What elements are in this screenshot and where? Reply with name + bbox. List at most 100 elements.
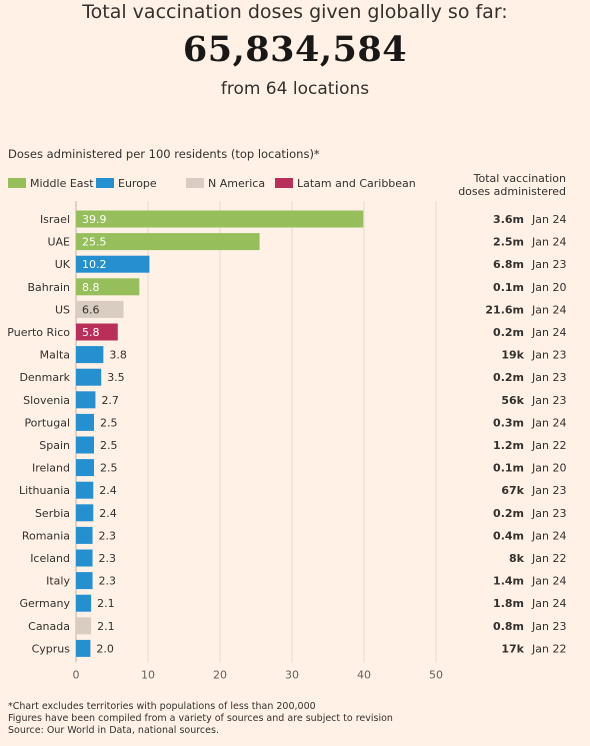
bar — [76, 436, 94, 454]
bar-value-label: 2.3 — [99, 529, 117, 542]
date-value: Jan 24 — [531, 529, 566, 542]
date-value: Jan 24 — [531, 597, 566, 610]
date-value: Jan 22 — [531, 439, 566, 452]
bar-value-label: 2.7 — [101, 394, 119, 407]
legend-swatch-n-america — [186, 178, 204, 188]
total-doses-value: 0.8m — [493, 620, 524, 633]
total-doses-value: 0.4m — [493, 529, 524, 542]
locations-count: from 64 locations — [220, 79, 370, 99]
bar — [76, 481, 94, 499]
bar-value-label: 3.5 — [107, 371, 125, 384]
location-label: Slovenia — [23, 394, 70, 407]
legend-label: Middle East — [30, 177, 94, 190]
bar-value-label: 6.6 — [82, 303, 100, 316]
bar-value-label: 2.1 — [97, 620, 115, 633]
bar — [76, 504, 94, 522]
footnote-exclusion: *Chart excludes territories with populat… — [8, 701, 316, 712]
bar — [76, 391, 96, 409]
bar-value-label: 2.0 — [96, 642, 114, 655]
location-label: Portugal — [24, 416, 70, 429]
bar-value-label: 2.3 — [99, 552, 117, 565]
location-label: Israel — [40, 213, 70, 226]
legend-swatch-europe — [96, 178, 114, 188]
total-doses-value: 1.4m — [493, 575, 524, 588]
date-value: Jan 24 — [531, 213, 566, 226]
bar-value-label: 2.4 — [99, 484, 117, 497]
bar-value-label: 5.8 — [82, 326, 100, 339]
bar-value-label: 10.2 — [82, 258, 107, 271]
date-value: Jan 22 — [531, 552, 566, 565]
bar-value-label: 3.8 — [109, 349, 127, 362]
x-tick-label: 20 — [213, 668, 227, 681]
bar-chart: 0 10 20 30 40 50 Israel 39.9 3.6m Jan 24 UAE 25.5 2.… — [7, 201, 566, 681]
bar-value-label: 2.1 — [97, 597, 115, 610]
location-label: Serbia — [35, 507, 70, 520]
location-label: Canada — [28, 620, 70, 633]
chart-subtitle: Doses administered per 100 residents (to… — [8, 147, 320, 161]
footnote-source: Source: Our World in Data, national sour… — [8, 725, 219, 736]
date-value: Jan 24 — [531, 416, 566, 429]
bar — [76, 346, 104, 364]
total-doses-value: 67k — [501, 484, 524, 497]
location-label: Lithuania — [19, 484, 70, 497]
bar-value-label: 2.5 — [100, 462, 118, 475]
bar — [76, 210, 364, 228]
date-value: Jan 20 — [531, 462, 566, 475]
bar — [76, 323, 118, 341]
total-doses-value: 21.6m — [485, 303, 524, 316]
location-label: Iceland — [30, 552, 70, 565]
column-header-line-2: doses administered — [458, 185, 566, 198]
bar — [76, 413, 94, 431]
location-label: Romania — [22, 529, 70, 542]
total-doses-value: 1.2m — [493, 439, 524, 452]
bar — [76, 639, 91, 657]
bar-value-label: 2.4 — [99, 507, 117, 520]
date-value: Jan 22 — [531, 642, 566, 655]
location-label: US — [55, 303, 70, 316]
bar-value-label: 2.3 — [99, 575, 117, 588]
bar-value-label: 2.5 — [100, 439, 118, 452]
total-doses-value: 3.6m — [493, 213, 524, 226]
date-value: Jan 24 — [531, 575, 566, 588]
date-value: Jan 24 — [531, 236, 566, 249]
date-value: Jan 23 — [531, 484, 566, 497]
date-value: Jan 23 — [531, 258, 566, 271]
location-label: Malta — [40, 349, 70, 362]
location-label: Italy — [46, 575, 70, 588]
total-doses-value: 19k — [501, 349, 524, 362]
column-header-line-1: Total vaccination — [473, 172, 566, 185]
location-label: Ireland — [32, 462, 70, 475]
total-doses-value: 17k — [501, 642, 524, 655]
bar — [76, 572, 93, 590]
total-doses-value: 0.2m — [493, 507, 524, 520]
bar — [76, 368, 102, 386]
bar — [76, 617, 92, 635]
legend-item-europe: Europe — [96, 177, 157, 191]
location-label: Germany — [19, 597, 70, 610]
bar-value-label: 2.5 — [100, 416, 118, 429]
date-value: Jan 20 — [531, 281, 566, 294]
location-label: Bahrain — [27, 281, 70, 294]
total-doses-value: 0.2m — [493, 326, 524, 339]
location-label: Puerto Rico — [7, 326, 70, 339]
total-doses: 65,834,584 — [182, 29, 408, 70]
location-label: Cyprus — [32, 642, 71, 655]
bar-value-label: 25.5 — [82, 236, 107, 249]
footnotes: *Chart excludes territories with populat… — [8, 701, 393, 737]
bar-value-label: 39.9 — [82, 213, 107, 226]
legend-label: Latam and Caribbean — [297, 177, 416, 190]
date-value: Jan 23 — [531, 507, 566, 520]
bar — [76, 549, 93, 567]
legend-label: N America — [208, 177, 266, 190]
legend-swatch-middle-east — [8, 178, 26, 188]
x-tick-label: 50 — [429, 668, 443, 681]
bar — [76, 459, 94, 477]
total-doses-value: 8k — [509, 552, 525, 565]
chart-headline: Total vaccination doses given globally s… — [82, 1, 508, 23]
bar — [76, 526, 93, 544]
location-label: Denmark — [19, 371, 70, 384]
total-doses-value: 6.8m — [493, 258, 524, 271]
x-tick-label: 40 — [357, 668, 371, 681]
footnote-revision: Figures have been compiled from a variet… — [8, 713, 393, 724]
total-doses-value: 0.1m — [493, 281, 524, 294]
